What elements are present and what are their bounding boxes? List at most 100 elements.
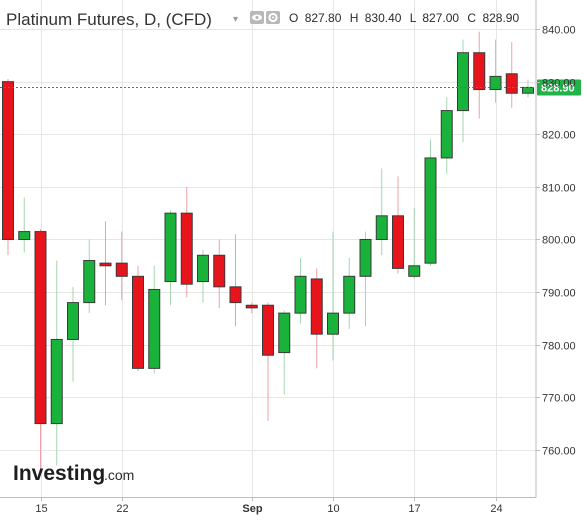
candle-up xyxy=(327,231,339,361)
candle-body xyxy=(359,238,372,277)
investing-logo: Investing .com xyxy=(13,462,134,485)
candle-body xyxy=(505,73,518,94)
y-tick-label: 810.00 xyxy=(542,183,576,195)
y-tick-label: 790.00 xyxy=(542,288,576,300)
candle-body xyxy=(99,262,112,267)
candle-body xyxy=(229,286,242,304)
candle-body xyxy=(180,212,193,285)
candle-body xyxy=(473,52,486,91)
x-tick-label: 24 xyxy=(490,503,502,515)
candle-up xyxy=(408,207,421,279)
candle-up xyxy=(375,168,388,256)
candle-down xyxy=(310,268,323,369)
candle-body xyxy=(50,338,63,425)
y-tick-label: 820.00 xyxy=(542,130,576,142)
candle-body xyxy=(408,265,421,277)
x-tick-label: 10 xyxy=(327,503,339,515)
candle-body xyxy=(489,75,502,91)
candle-up xyxy=(278,310,291,395)
y-tick-label: 780.00 xyxy=(542,341,576,353)
candle-body xyxy=(83,260,96,304)
candle-up xyxy=(457,39,469,143)
candle-body xyxy=(457,52,469,112)
candle-body xyxy=(343,275,356,314)
candle-down xyxy=(115,231,128,300)
y-tick-label: 830.00 xyxy=(542,78,576,90)
svg-text:O 827.80 H: O 827.80 H 830.40 L 827.00 C 828.90 xyxy=(289,11,519,25)
y-tick-label: 760.00 xyxy=(542,446,576,458)
candle-body xyxy=(132,275,144,369)
x-tick-label: 15 xyxy=(35,503,47,515)
candle-down xyxy=(229,234,242,327)
candle-down xyxy=(132,265,144,371)
candle-down xyxy=(99,221,112,306)
candle-up xyxy=(164,210,177,306)
candle-down xyxy=(262,302,274,421)
high-label: H xyxy=(350,11,359,25)
candle-down xyxy=(34,228,47,471)
eye-icon[interactable] xyxy=(250,11,264,24)
candle-body xyxy=(115,262,128,277)
candle-up xyxy=(359,231,372,327)
y-tick-label: 770.00 xyxy=(542,393,576,405)
candle-body xyxy=(294,275,307,314)
candle-body xyxy=(424,157,437,264)
candle-up xyxy=(440,97,453,174)
candles xyxy=(2,31,534,471)
candle-up xyxy=(148,265,161,374)
candle-up xyxy=(50,260,63,466)
close-value: 828.90 xyxy=(482,11,519,25)
candle-up xyxy=(67,286,79,382)
low-value: 827.00 xyxy=(422,11,459,25)
y-tick-label: 840.00 xyxy=(542,25,576,37)
candle-body xyxy=(213,254,226,288)
candle-body xyxy=(327,312,339,335)
current-price-tag-bg xyxy=(537,79,581,96)
candle-up xyxy=(18,197,31,253)
logo-domain-text: .com xyxy=(104,467,134,483)
high-value: 830.40 xyxy=(365,11,402,25)
ohlc-readout: O 827.80 H 830.40 L 827.00 C 828.90 xyxy=(289,11,519,25)
candle-down xyxy=(392,176,404,274)
candle-body xyxy=(440,110,453,159)
x-tick-label: Sep xyxy=(242,503,262,515)
candle-up xyxy=(294,257,307,324)
candle-body xyxy=(67,302,79,340)
current-price-line-group: 828.90 xyxy=(0,79,581,96)
candle-body xyxy=(18,231,31,240)
x-tick-label: 17 xyxy=(408,503,420,515)
chart-title: Platinum Futures, D, (CFD) xyxy=(6,10,212,29)
candle-down xyxy=(473,31,486,119)
candle-down xyxy=(213,239,226,308)
candle-up xyxy=(197,250,209,303)
gear-icon[interactable] xyxy=(266,11,280,24)
candle-down xyxy=(2,79,14,256)
candle-down xyxy=(180,186,193,298)
logo-main-text: Investing xyxy=(13,462,105,485)
candle-body xyxy=(148,288,161,369)
x-axis-ticks: 15 22 Sep 10 17 24 xyxy=(35,497,503,515)
candle-body xyxy=(278,312,291,354)
candle-body xyxy=(2,81,14,240)
x-tick-label: 22 xyxy=(116,503,128,515)
current-price-label: 828.90 xyxy=(541,83,575,95)
candle-body xyxy=(310,278,323,335)
candle-down xyxy=(245,302,258,314)
chevron-down-icon[interactable]: ▾ xyxy=(233,14,238,25)
candle-body xyxy=(522,86,534,94)
candle-body xyxy=(262,304,274,356)
candle-down xyxy=(505,42,518,108)
candle-up xyxy=(343,257,356,329)
candle-body xyxy=(164,212,177,283)
candle-up xyxy=(83,239,96,314)
candle-body xyxy=(375,215,388,240)
chart-header: Platinum Futures, D, (CFD) ▾ O 827.80 H … xyxy=(6,10,519,29)
y-axis-ticks: 760.00 770.00 780.00 790.00 800.00 810.00 820.… xyxy=(536,25,576,458)
candle-body xyxy=(34,231,47,425)
y-tick-label: 800.00 xyxy=(542,235,576,247)
candle-up xyxy=(424,139,437,266)
close-label: C xyxy=(467,11,476,25)
current-price-tag: 828.90 xyxy=(537,79,581,96)
